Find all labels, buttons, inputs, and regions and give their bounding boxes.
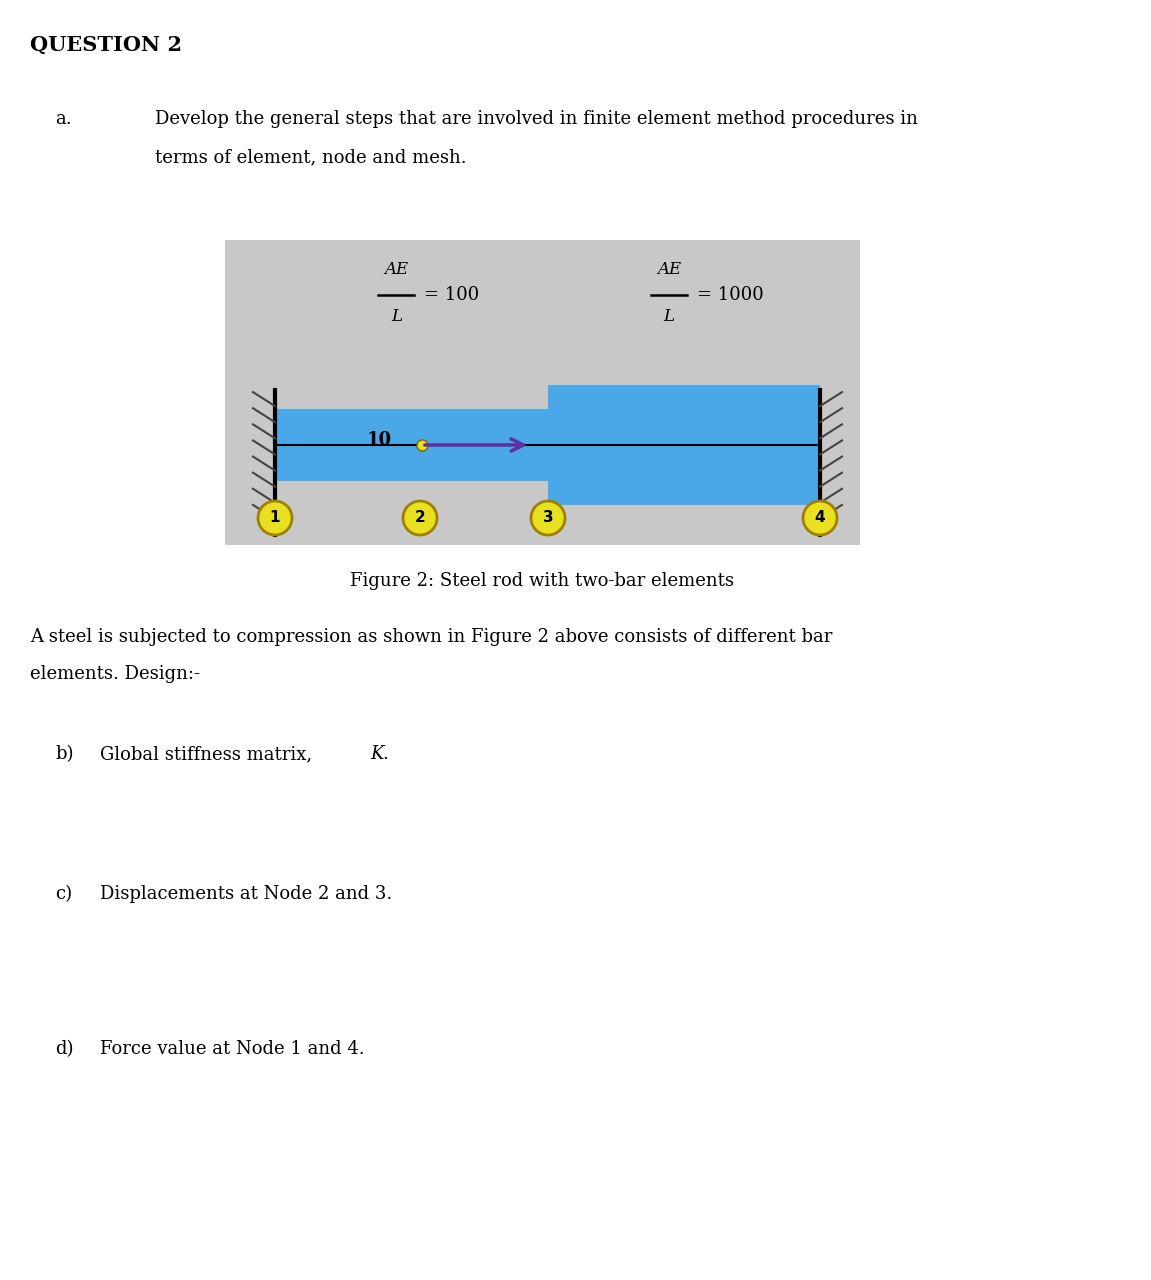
Text: AE: AE	[657, 261, 681, 278]
Circle shape	[803, 500, 837, 535]
Text: K: K	[369, 745, 383, 763]
Text: QUESTION 2: QUESTION 2	[30, 35, 182, 55]
Text: d): d)	[55, 1039, 74, 1059]
Text: AE: AE	[384, 261, 409, 278]
Text: 3: 3	[542, 511, 554, 526]
Circle shape	[531, 500, 565, 535]
Text: .: .	[382, 745, 388, 763]
Circle shape	[258, 500, 292, 535]
Text: 10: 10	[367, 431, 392, 449]
Text: A steel is subjected to compression as shown in Figure 2 above consists of diffe: A steel is subjected to compression as s…	[30, 628, 832, 646]
Bar	[275, 410, 548, 481]
Text: elements. Design:-: elements. Design:-	[30, 666, 200, 684]
Text: Force value at Node 1 and 4.: Force value at Node 1 and 4.	[100, 1039, 365, 1059]
Text: c): c)	[55, 884, 73, 902]
Text: Develop the general steps that are involved in finite element method procedures : Develop the general steps that are invol…	[155, 110, 917, 128]
Text: L: L	[663, 308, 674, 325]
Text: b): b)	[55, 745, 74, 763]
Text: 2: 2	[414, 511, 426, 526]
Text: a.: a.	[55, 110, 71, 128]
Bar	[224, 241, 860, 545]
Text: = 1000: = 1000	[698, 285, 764, 303]
Text: Figure 2: Steel rod with two-bar elements: Figure 2: Steel rod with two-bar element…	[351, 572, 734, 590]
Text: 4: 4	[815, 511, 825, 526]
Text: 1: 1	[269, 511, 280, 526]
Text: Displacements at Node 2 and 3.: Displacements at Node 2 and 3.	[100, 884, 392, 902]
Circle shape	[403, 500, 437, 535]
Text: Global stiffness matrix,: Global stiffness matrix,	[100, 745, 318, 763]
Text: L: L	[391, 308, 402, 325]
Text: terms of element, node and mesh.: terms of element, node and mesh.	[155, 148, 466, 166]
Bar	[548, 385, 820, 506]
Text: = 100: = 100	[425, 285, 480, 303]
